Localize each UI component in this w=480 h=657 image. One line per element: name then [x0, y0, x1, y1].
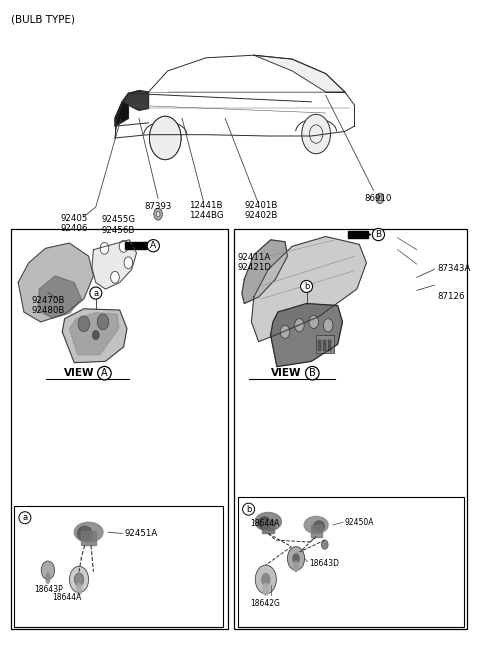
Ellipse shape — [78, 526, 92, 541]
Polygon shape — [252, 237, 366, 342]
Circle shape — [378, 196, 382, 201]
Ellipse shape — [294, 561, 299, 572]
Ellipse shape — [314, 521, 324, 532]
Ellipse shape — [255, 512, 281, 531]
Text: b: b — [304, 282, 309, 291]
Circle shape — [280, 325, 290, 338]
Text: 92470B
92480B: 92470B 92480B — [32, 296, 65, 315]
Text: B: B — [309, 368, 316, 378]
Ellipse shape — [77, 583, 82, 595]
Circle shape — [97, 314, 109, 330]
Ellipse shape — [304, 516, 328, 533]
Circle shape — [41, 561, 55, 579]
FancyBboxPatch shape — [238, 497, 464, 627]
Circle shape — [100, 242, 109, 254]
Circle shape — [322, 540, 328, 549]
Polygon shape — [348, 231, 368, 238]
Circle shape — [119, 240, 128, 252]
Circle shape — [427, 283, 435, 293]
Bar — [82, 531, 96, 545]
Text: A: A — [150, 241, 156, 250]
Bar — [263, 520, 275, 533]
Circle shape — [70, 566, 89, 593]
Polygon shape — [115, 102, 128, 126]
Polygon shape — [18, 243, 94, 322]
Circle shape — [255, 565, 276, 594]
Text: VIEW: VIEW — [271, 368, 302, 378]
Circle shape — [430, 285, 433, 290]
Circle shape — [111, 271, 119, 283]
Text: 18643D: 18643D — [309, 558, 339, 568]
Text: 92411A
92421D: 92411A 92421D — [237, 253, 271, 273]
Circle shape — [124, 257, 132, 269]
Text: 92451A: 92451A — [124, 529, 158, 538]
Polygon shape — [242, 240, 288, 304]
FancyBboxPatch shape — [14, 506, 223, 627]
Polygon shape — [70, 313, 119, 355]
Polygon shape — [62, 309, 127, 363]
Text: 87393: 87393 — [144, 202, 172, 212]
Ellipse shape — [258, 517, 270, 529]
Circle shape — [292, 553, 300, 564]
Circle shape — [324, 319, 333, 332]
Circle shape — [74, 573, 84, 586]
Ellipse shape — [263, 583, 269, 595]
Bar — [318, 340, 322, 351]
Text: 12441B
1244BG: 12441B 1244BG — [189, 200, 223, 220]
Text: 92401B
92402B: 92401B 92402B — [244, 200, 278, 220]
FancyBboxPatch shape — [234, 229, 468, 629]
Text: a: a — [93, 288, 98, 298]
Text: 87343A: 87343A — [437, 263, 471, 273]
Text: VIEW: VIEW — [64, 368, 94, 378]
Circle shape — [288, 547, 305, 570]
Text: 92405
92406: 92405 92406 — [60, 214, 88, 233]
Text: b: b — [246, 505, 252, 514]
Circle shape — [261, 573, 271, 586]
Text: 18644A: 18644A — [52, 593, 81, 602]
Circle shape — [295, 319, 304, 332]
Circle shape — [156, 212, 160, 217]
Polygon shape — [122, 91, 148, 110]
Bar — [328, 340, 331, 351]
Text: 18642G: 18642G — [250, 599, 280, 608]
Polygon shape — [254, 55, 345, 92]
Ellipse shape — [46, 573, 50, 583]
Polygon shape — [92, 240, 136, 289]
Circle shape — [427, 271, 435, 281]
Text: a: a — [23, 513, 27, 522]
Polygon shape — [124, 242, 146, 249]
Polygon shape — [38, 276, 82, 318]
Circle shape — [309, 315, 319, 328]
Ellipse shape — [74, 522, 103, 542]
Circle shape — [302, 114, 331, 154]
Text: B: B — [375, 230, 382, 239]
Text: 92455G
92456B: 92455G 92456B — [102, 215, 136, 235]
Bar — [316, 335, 335, 353]
FancyBboxPatch shape — [11, 229, 228, 629]
Text: 18643P: 18643P — [35, 585, 63, 595]
Circle shape — [78, 316, 90, 332]
Bar — [323, 340, 326, 351]
Circle shape — [154, 208, 162, 220]
Circle shape — [149, 116, 181, 160]
Text: 86910: 86910 — [365, 194, 392, 203]
Text: 87126: 87126 — [437, 292, 465, 302]
Text: A: A — [101, 368, 108, 378]
Circle shape — [93, 330, 99, 340]
Text: 18644A: 18644A — [250, 519, 279, 528]
Circle shape — [430, 273, 433, 279]
Text: (BULB TYPE): (BULB TYPE) — [11, 14, 74, 24]
Text: 92450A: 92450A — [345, 518, 374, 527]
Bar — [312, 525, 322, 537]
Circle shape — [376, 193, 384, 204]
Polygon shape — [271, 304, 342, 367]
